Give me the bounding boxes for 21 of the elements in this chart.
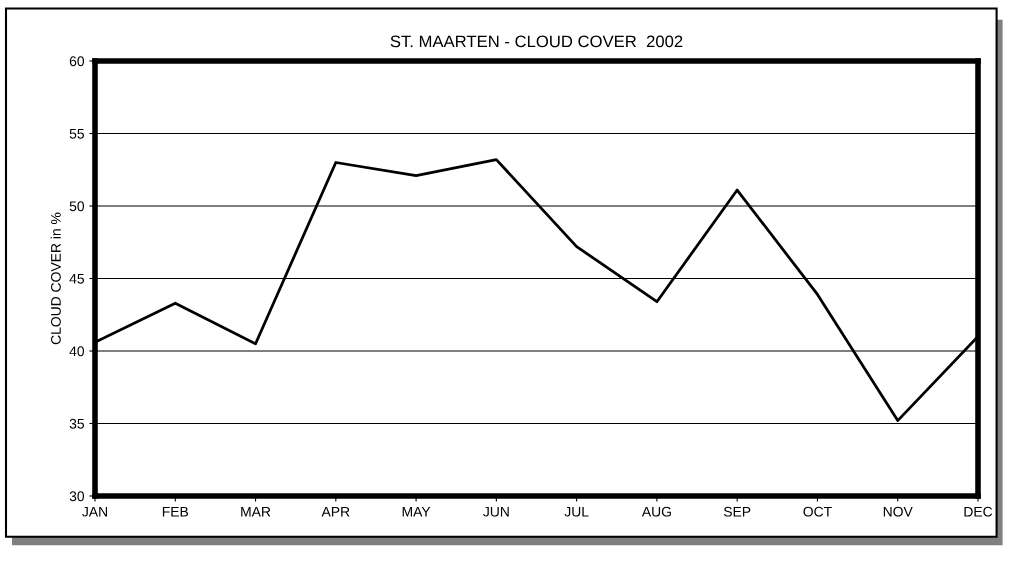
x-tick-label: FEB bbox=[162, 506, 189, 517]
y-tick-label: 30 bbox=[69, 491, 85, 502]
y-tick-label: 35 bbox=[69, 418, 84, 429]
x-tick-label: OCT bbox=[803, 506, 832, 517]
x-tick-label: AUG bbox=[641, 506, 671, 517]
y-tick-label: 45 bbox=[69, 273, 84, 284]
x-tick-label: JUN bbox=[483, 506, 509, 517]
x-tick-label: MAR bbox=[241, 506, 271, 517]
x-tick-label: NOV bbox=[883, 506, 913, 517]
x-tick-label: JUL bbox=[564, 506, 589, 517]
x-tick-label: SEP bbox=[723, 506, 751, 517]
x-tick-label: JAN bbox=[82, 506, 107, 517]
y-tick-label: 40 bbox=[69, 346, 85, 357]
x-tick-label: APR bbox=[321, 506, 350, 517]
y-tick-label: 60 bbox=[69, 56, 85, 67]
x-tick-label: MAY bbox=[402, 506, 431, 517]
y-axis-title: CLOUD COVER in % bbox=[50, 212, 61, 345]
y-tick-label: 55 bbox=[69, 128, 84, 139]
x-tick-label: DEC bbox=[964, 506, 993, 517]
chart-title: ST. MAARTEN - CLOUD COVER 2002 bbox=[390, 35, 683, 48]
y-tick-label: 50 bbox=[69, 201, 85, 212]
